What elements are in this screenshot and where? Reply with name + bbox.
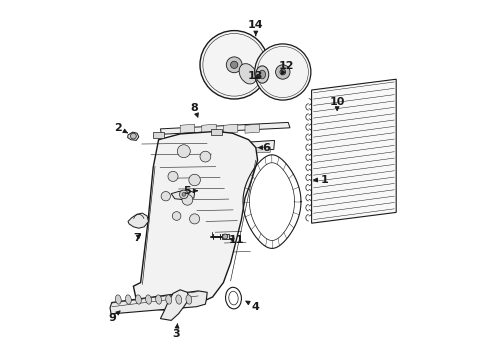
Text: 4: 4	[246, 301, 260, 312]
Polygon shape	[202, 124, 216, 133]
Polygon shape	[202, 147, 220, 153]
Circle shape	[161, 192, 171, 201]
Polygon shape	[180, 124, 195, 133]
Circle shape	[231, 61, 238, 68]
Ellipse shape	[156, 295, 162, 304]
Ellipse shape	[239, 64, 257, 84]
Polygon shape	[240, 69, 263, 77]
Polygon shape	[171, 190, 195, 200]
Circle shape	[200, 31, 269, 99]
Polygon shape	[261, 73, 276, 88]
Circle shape	[275, 65, 290, 79]
Circle shape	[182, 193, 186, 196]
Ellipse shape	[186, 295, 192, 304]
Circle shape	[182, 194, 193, 205]
Text: 9: 9	[109, 311, 120, 323]
Text: 8: 8	[191, 103, 198, 117]
Polygon shape	[278, 48, 285, 65]
Ellipse shape	[125, 295, 131, 304]
Ellipse shape	[115, 295, 121, 304]
Text: 13: 13	[248, 71, 264, 81]
Text: 7: 7	[133, 233, 141, 243]
Circle shape	[255, 44, 311, 100]
Ellipse shape	[259, 70, 266, 79]
Text: 12: 12	[279, 60, 294, 75]
Text: 3: 3	[173, 324, 180, 339]
Circle shape	[179, 190, 188, 199]
Polygon shape	[128, 213, 148, 228]
Ellipse shape	[136, 295, 142, 304]
Polygon shape	[127, 132, 139, 140]
Polygon shape	[160, 122, 290, 134]
Polygon shape	[227, 147, 245, 153]
Circle shape	[257, 46, 308, 98]
Polygon shape	[211, 67, 227, 87]
Text: 10: 10	[329, 96, 345, 111]
Polygon shape	[160, 290, 189, 320]
Text: 2: 2	[114, 123, 127, 133]
Polygon shape	[232, 72, 244, 94]
Circle shape	[177, 145, 190, 158]
Polygon shape	[193, 140, 274, 155]
Text: 1: 1	[314, 175, 328, 185]
Circle shape	[203, 33, 266, 96]
Polygon shape	[133, 131, 258, 310]
Polygon shape	[153, 132, 164, 138]
Circle shape	[200, 151, 211, 162]
Circle shape	[189, 174, 200, 186]
Polygon shape	[110, 291, 207, 314]
Polygon shape	[288, 77, 306, 85]
Ellipse shape	[146, 295, 151, 304]
Polygon shape	[223, 124, 238, 133]
Polygon shape	[206, 53, 229, 60]
Polygon shape	[245, 124, 259, 133]
Polygon shape	[312, 79, 396, 223]
Circle shape	[226, 57, 242, 73]
Circle shape	[222, 234, 228, 239]
Ellipse shape	[225, 287, 242, 309]
Ellipse shape	[166, 295, 171, 304]
Text: 5: 5	[184, 186, 197, 196]
Polygon shape	[252, 147, 270, 153]
Polygon shape	[260, 59, 278, 67]
Polygon shape	[242, 43, 258, 63]
Ellipse shape	[229, 291, 238, 305]
Polygon shape	[280, 79, 288, 96]
Circle shape	[190, 214, 199, 224]
Circle shape	[280, 69, 286, 75]
Text: 6: 6	[259, 143, 270, 153]
Circle shape	[168, 171, 178, 181]
Polygon shape	[221, 234, 229, 239]
Text: 14: 14	[248, 20, 264, 36]
Polygon shape	[211, 129, 221, 135]
Polygon shape	[224, 36, 236, 57]
Text: 11: 11	[228, 235, 244, 246]
Ellipse shape	[176, 295, 182, 304]
Ellipse shape	[256, 66, 269, 83]
Circle shape	[130, 133, 136, 139]
Polygon shape	[290, 56, 304, 71]
Circle shape	[172, 212, 181, 220]
